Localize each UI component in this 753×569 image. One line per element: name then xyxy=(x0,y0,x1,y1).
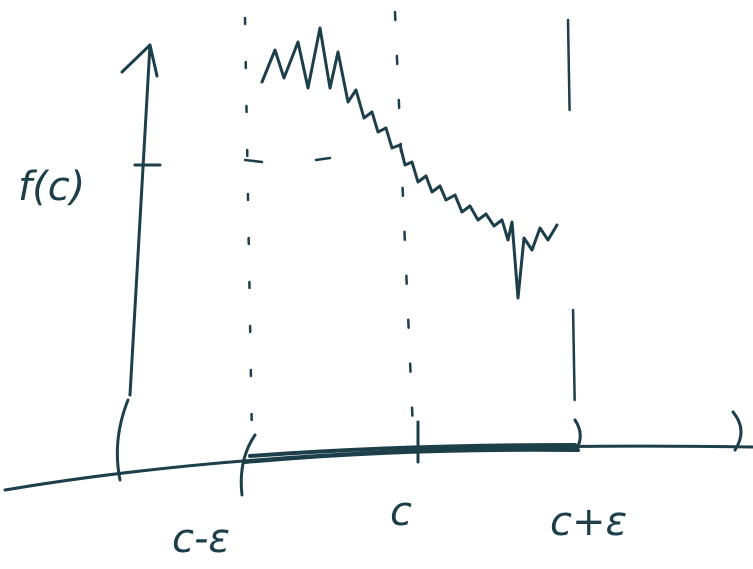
paren-right xyxy=(731,410,743,452)
function-curve xyxy=(260,26,559,300)
guide-left xyxy=(243,16,254,442)
x-label: c xyxy=(390,489,412,535)
x-label: c+ε xyxy=(550,499,627,545)
f-guide xyxy=(243,156,332,164)
paren-interval-right xyxy=(573,418,582,452)
y-label: f(c) xyxy=(18,164,85,210)
interval xyxy=(243,443,580,464)
x-label: c-ε xyxy=(172,516,230,562)
paren-left xyxy=(115,398,130,482)
guide-right xyxy=(566,18,577,422)
y-axis xyxy=(120,43,159,397)
